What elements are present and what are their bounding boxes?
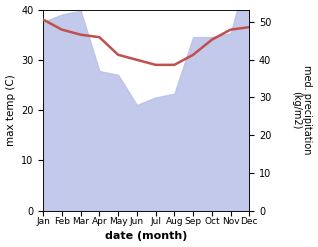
X-axis label: date (month): date (month) (105, 231, 187, 242)
Y-axis label: max temp (C): max temp (C) (5, 74, 16, 146)
Y-axis label: med. precipitation
(kg/m2): med. precipitation (kg/m2) (291, 65, 313, 155)
